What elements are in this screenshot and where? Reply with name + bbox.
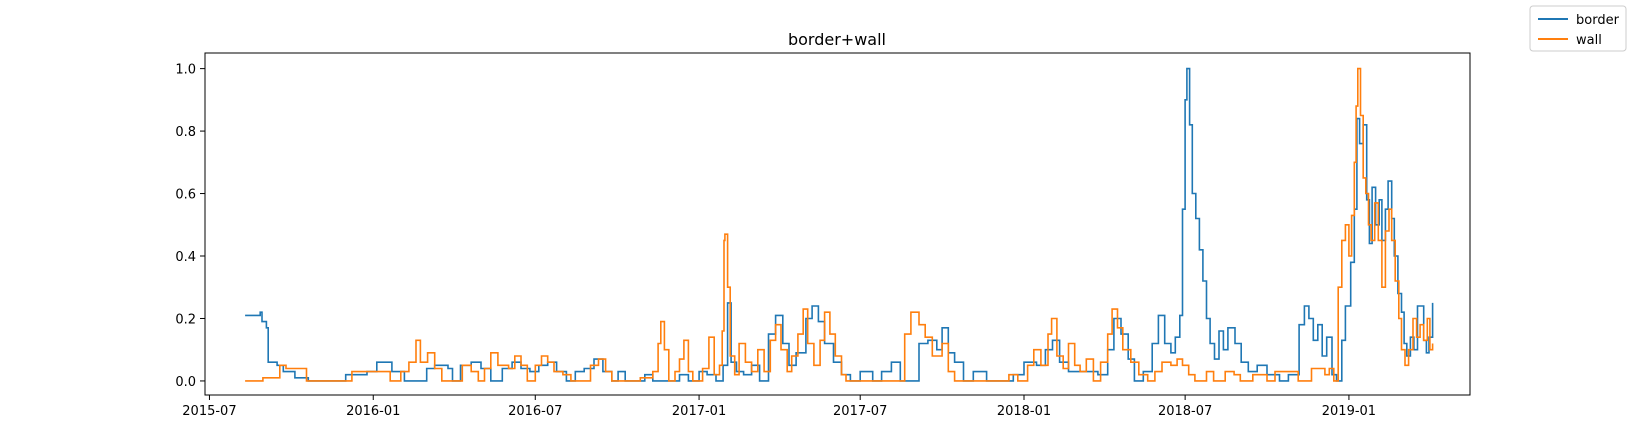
x-tick-label: 2015-07: [182, 404, 236, 419]
series-layer: [245, 67, 1434, 382]
plot-background: [205, 53, 1470, 395]
y-tick-label: 1.0: [175, 63, 196, 78]
x-tick-label: 2019-01: [1322, 404, 1376, 419]
y-tick-label: 0.4: [175, 250, 196, 265]
x-axis: 2015-07 2016-01 2016-07 2017-01 2017-07 2018-…: [182, 395, 1376, 419]
y-tick-label: 0.8: [175, 125, 196, 140]
legend: border wall: [1529, 5, 1627, 52]
legend-label-wall: wall: [1576, 33, 1602, 48]
x-tick-label: 2016-01: [346, 404, 400, 419]
y-tick-label: 0.6: [175, 188, 196, 203]
x-tick-label: 2017-07: [833, 404, 887, 419]
plot-frame: [204, 52, 1471, 396]
chart-title: border+wall: [788, 30, 886, 49]
x-tick-label: 2018-01: [997, 404, 1051, 419]
x-tick-label: 2018-07: [1158, 404, 1212, 419]
series-line-wall: [245, 67, 1434, 382]
x-tick-label: 2016-07: [508, 404, 562, 419]
y-tick-label: 0.2: [175, 312, 196, 327]
x-tick-label: 2017-01: [672, 404, 726, 419]
legend-label-border: border: [1576, 13, 1620, 28]
y-tick-label: 0.0: [175, 375, 196, 390]
y-axis: 0.0 0.2 0.4 0.6 0.8 1.0: [175, 63, 205, 390]
